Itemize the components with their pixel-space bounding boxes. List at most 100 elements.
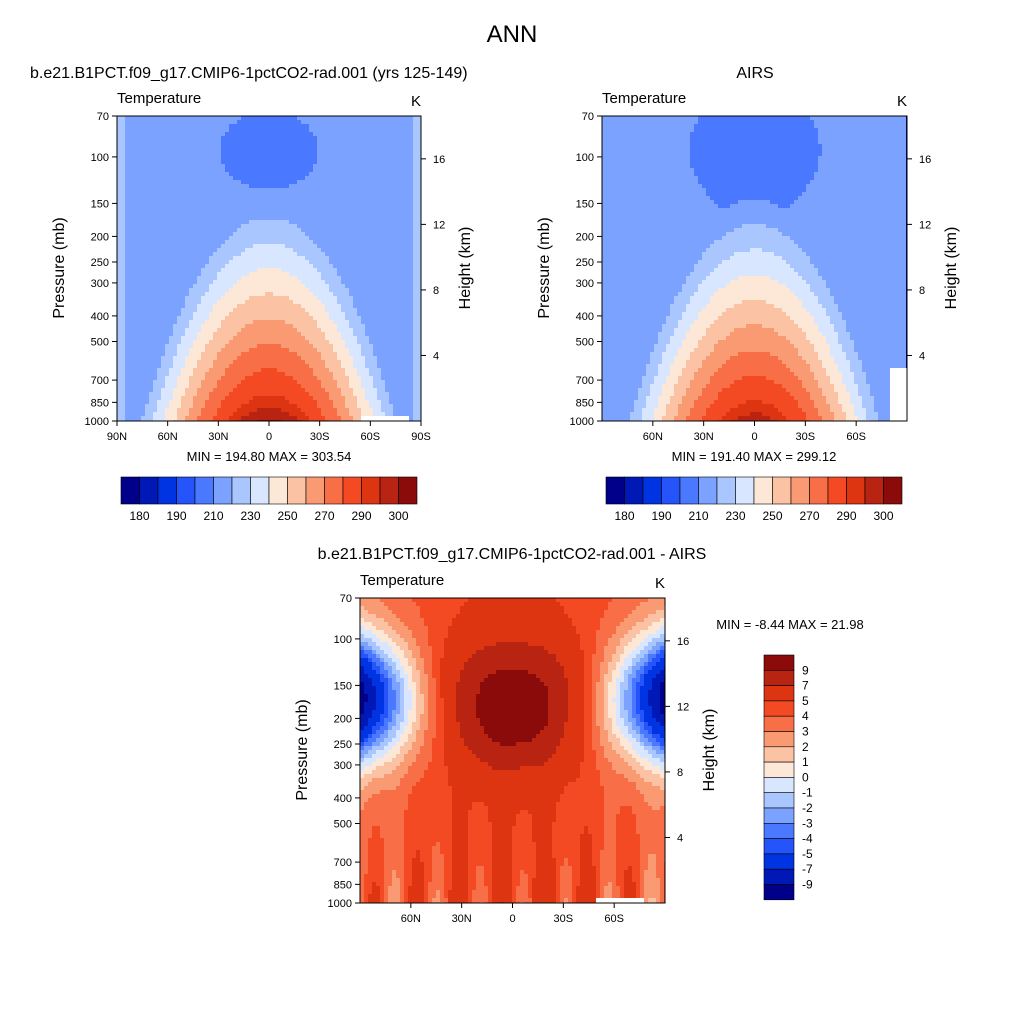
contour-cell (357, 356, 361, 360)
contour-cell (381, 256, 385, 260)
contour-cell (413, 368, 417, 372)
contour-cell (301, 260, 305, 264)
contour-cell (317, 236, 321, 240)
contour-cell (145, 280, 149, 284)
contour-cell (201, 276, 205, 280)
contour-cell (405, 220, 409, 224)
contour-cell (301, 128, 305, 132)
contour-cell (221, 280, 225, 284)
contour-cell (321, 284, 325, 288)
contour-cell (389, 336, 393, 340)
contour-cell (345, 336, 349, 340)
contour-cell (189, 260, 193, 264)
contour-cell (197, 340, 201, 344)
contour-cell (281, 348, 285, 352)
contour-cell (293, 196, 297, 200)
contour-cell (241, 356, 245, 360)
contour-cell (273, 308, 277, 312)
contour-cell (189, 268, 193, 272)
contour-cell (249, 220, 253, 224)
contour-cell (345, 180, 349, 184)
contour-cell (401, 336, 405, 340)
contour-cell (169, 268, 173, 272)
contour-cell (345, 228, 349, 232)
contour-cell (249, 164, 253, 168)
contour-cell (385, 144, 389, 148)
contour-cell (365, 220, 369, 224)
contour-cell (405, 372, 409, 376)
contour-cell (121, 324, 125, 328)
contour-cell (297, 332, 301, 336)
contour-cell (253, 196, 257, 200)
contour-cell (193, 348, 197, 352)
contour-cell (381, 260, 385, 264)
contour-cell (293, 372, 297, 376)
contour-cell (257, 164, 261, 168)
contour-cell (149, 340, 153, 344)
contour-cell (409, 228, 413, 232)
contour-cell (165, 212, 169, 216)
contour-cell (173, 348, 177, 352)
contour-cell (153, 144, 157, 148)
contour-cell (133, 344, 137, 348)
contour-cell (253, 148, 257, 152)
contour-cell (149, 240, 153, 244)
contour-cell (269, 124, 273, 128)
contour-cell (233, 276, 237, 280)
contour-cell (265, 264, 269, 268)
contour-cell (205, 216, 209, 220)
contour-cell (353, 252, 357, 256)
contour-cell (237, 340, 241, 344)
contour-cell (349, 128, 353, 132)
contour-cell (221, 184, 225, 188)
contour-cell (285, 220, 289, 224)
contour-cell (309, 236, 313, 240)
contour-cell (185, 176, 189, 180)
contour-cell (393, 140, 397, 144)
contour-cell (341, 296, 345, 300)
contour-cell (273, 168, 277, 172)
contour-cell (225, 120, 229, 124)
contour-cell (297, 328, 301, 332)
contour-cell (245, 208, 249, 212)
contour-cell (141, 224, 145, 228)
contour-cell (337, 360, 341, 364)
contour-cell (133, 196, 137, 200)
contour-cell (117, 280, 121, 284)
contour-cell (257, 124, 261, 128)
contour-cell (293, 324, 297, 328)
contour-cell (213, 188, 217, 192)
contour-cell (369, 280, 373, 284)
contour-cell (309, 240, 313, 244)
contour-cell (337, 348, 341, 352)
contour-cell (361, 336, 365, 340)
contour-cell (405, 232, 409, 236)
contour-cell (125, 256, 129, 260)
contour-cell (185, 124, 189, 128)
contour-cell (169, 376, 173, 380)
contour-cell (285, 252, 289, 256)
contour-cell (417, 200, 421, 204)
contour-cell (185, 292, 189, 296)
contour-cell (377, 192, 381, 196)
contour-cell (273, 356, 277, 360)
contour-cell (377, 252, 381, 256)
contour-cell (369, 256, 373, 260)
contour-cell (129, 228, 133, 232)
contour-cell (301, 164, 305, 168)
contour-cell (305, 280, 309, 284)
contour-cell (205, 364, 209, 368)
contour-cell (129, 372, 133, 376)
contour-cell (325, 320, 329, 324)
contour-cell (197, 320, 201, 324)
contour-cell (389, 360, 393, 364)
contour-cell (285, 292, 289, 296)
contour-cell (149, 204, 153, 208)
contour-cell (177, 160, 181, 164)
contour-cell (345, 276, 349, 280)
contour-cell (189, 292, 193, 296)
contour-cell (209, 204, 213, 208)
contour-cell (321, 136, 325, 140)
contour-cell (181, 352, 185, 356)
contour-cell (125, 192, 129, 196)
